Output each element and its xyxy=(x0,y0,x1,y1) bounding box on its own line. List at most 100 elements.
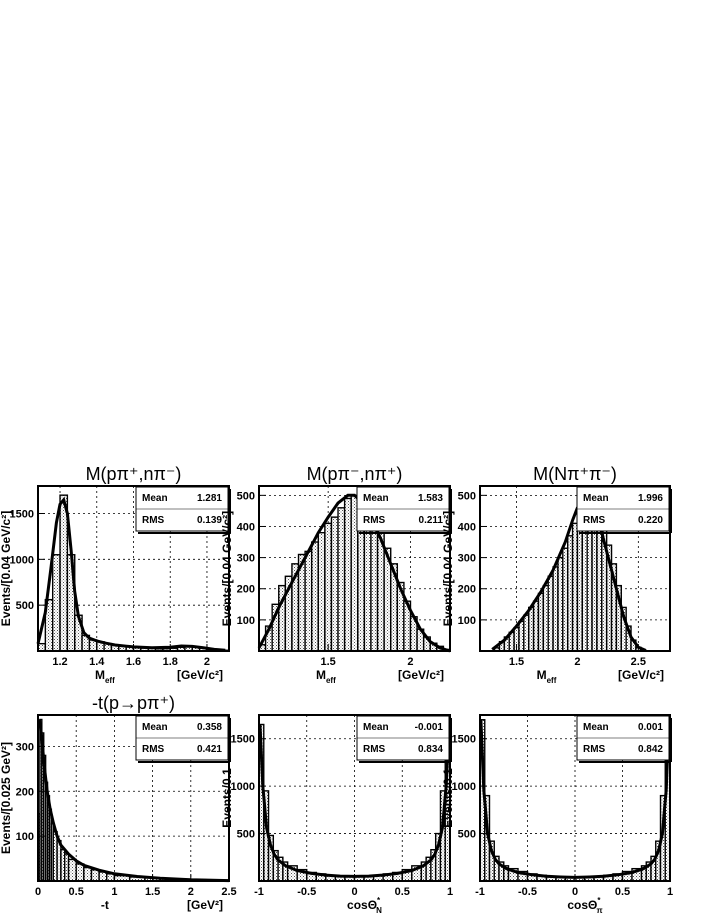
histogram-bar xyxy=(557,556,564,652)
stats-mean-value: 1.281 xyxy=(197,493,222,504)
histogram-bar xyxy=(51,554,61,652)
stats-rms-value: 0.842 xyxy=(638,744,663,755)
panel-title: -t(p→pπ⁺) xyxy=(92,693,175,713)
stats-mean-label: Mean xyxy=(583,722,609,733)
histogram-bar xyxy=(576,510,584,652)
panel-1: 1.2 1.4 1.6 1.8 2 500 1000 1500 M(pπ⁺,nπ⁻) Events… xyxy=(0,464,231,685)
x-axis-unit: [GeV/c²] xyxy=(177,668,223,682)
histogram-bar xyxy=(518,620,525,652)
fit-curve xyxy=(38,719,230,883)
x-tick-label: 2.5 xyxy=(221,886,236,898)
histogram-bar xyxy=(537,592,545,652)
y-tick-label: 1500 xyxy=(452,734,476,746)
fit-curve xyxy=(36,496,226,652)
stats-mean-value: 1.583 xyxy=(418,493,443,504)
x-tick-label: 0.5 xyxy=(69,886,84,898)
plot-frame xyxy=(258,485,451,652)
x-tick-label: 1.5 xyxy=(145,886,160,898)
y-tick-label: 500 xyxy=(237,490,255,502)
histogram-bar xyxy=(317,531,326,652)
histogram-bar xyxy=(337,507,346,652)
y-tick-label: 500 xyxy=(458,829,476,841)
y-tick-label: 500 xyxy=(458,490,476,502)
panel-title: M(Nπ⁺π⁻) xyxy=(533,464,617,484)
x-tick-label: 0 xyxy=(572,886,578,898)
y-tick-label: 500 xyxy=(237,829,255,841)
y-tick-label: 1500 xyxy=(10,509,34,521)
histogram-bar xyxy=(370,519,379,652)
histogram-bar xyxy=(566,535,574,652)
stats-mean-value: 0.358 xyxy=(197,722,222,733)
panel-3: 1.5 2 2.5 100 200 300 400 500 M(Nπ⁺π⁻) Events/[0.… xyxy=(441,464,672,685)
x-tick-label: 2 xyxy=(188,886,194,898)
x-axis-label-main: M xyxy=(95,668,105,682)
y-axis-label: Events/0.1 xyxy=(441,768,455,828)
stats-box: Mean 1.583 RMS 0.211 xyxy=(356,486,452,534)
stats-box: Mean 1.281 RMS 0.139 xyxy=(135,486,231,534)
histogram-bar xyxy=(547,575,554,652)
y-axis-label: Events/0.1 xyxy=(220,768,234,828)
x-tick-label: 2 xyxy=(574,656,580,668)
plot-frame xyxy=(37,714,230,882)
histogram-bar xyxy=(90,869,100,882)
stats-mean-label: Mean xyxy=(363,722,389,733)
y-tick-label: 300 xyxy=(16,741,34,753)
x-axis-label-sup: * xyxy=(377,896,381,905)
x-axis-label-sub: π xyxy=(597,906,603,913)
stats-rms-label: RMS xyxy=(142,515,165,526)
y-tick-label: 200 xyxy=(458,584,476,596)
x-axis-label: cosΘ* π xyxy=(567,896,602,913)
stats-rms-label: RMS xyxy=(363,744,386,755)
x-tick-label: 0 xyxy=(351,886,357,898)
x-axis-label-main: cosΘ xyxy=(567,898,597,912)
x-axis-label-sub: N xyxy=(376,906,382,913)
histogram-bar xyxy=(304,550,313,652)
x-axis-unit: [GeV/c²] xyxy=(398,668,444,682)
histogram-bar xyxy=(343,497,352,652)
histogram-bar xyxy=(75,863,85,882)
x-axis-unit: [GeV/c²] xyxy=(618,668,664,682)
x-axis-label-sub: eff xyxy=(105,676,115,685)
stats-box: Mean 1.996 RMS 0.220 xyxy=(576,486,672,534)
y-tick-label: 1000 xyxy=(231,781,255,793)
histogram-bar xyxy=(59,494,69,652)
x-axis-label-main: -t xyxy=(101,898,109,912)
stats-rms-label: RMS xyxy=(142,744,165,755)
x-tick-label: 2.5 xyxy=(631,656,646,668)
x-tick-label: 2 xyxy=(407,656,413,668)
x-axis-label-sub: eff xyxy=(547,676,557,685)
stats-box: Mean 0.001 RMS 0.842 xyxy=(576,715,672,763)
x-axis-label-main: M xyxy=(316,668,326,682)
x-axis-unit: [GeV²] xyxy=(187,898,223,912)
y-tick-label: 300 xyxy=(237,553,255,565)
stats-rms-value: 0.220 xyxy=(638,515,663,526)
y-axis-label: Events/[0.04 GeV/c²] xyxy=(220,511,234,626)
x-axis-label: Meff xyxy=(537,668,557,685)
histogram-bar xyxy=(562,547,569,652)
x-tick-label: 1 xyxy=(667,886,673,898)
y-axis-label: Events/[0.04 GeV/c²] xyxy=(0,511,13,626)
y-tick-label: 200 xyxy=(237,584,255,596)
histogram-bar xyxy=(376,531,385,652)
y-axis-label: Events/[0.04 GeV/c²] xyxy=(441,511,455,626)
y-tick-label: 200 xyxy=(16,786,34,798)
stats-rms-value: 0.421 xyxy=(197,744,222,755)
x-tick-label: 1.5 xyxy=(509,656,524,668)
y-tick-label: 400 xyxy=(237,521,255,533)
fit-curve xyxy=(257,493,451,653)
stats-mean-value: 1.996 xyxy=(638,493,663,504)
x-tick-label: 1 xyxy=(447,886,453,898)
stats-box: Mean -0.001 RMS 0.834 xyxy=(356,715,452,763)
x-tick-label: 0.5 xyxy=(395,886,410,898)
y-tick-label: 500 xyxy=(16,600,34,612)
stats-rms-value: 0.834 xyxy=(418,744,443,755)
histogram-bar xyxy=(98,871,108,882)
x-tick-label: 1.4 xyxy=(89,656,105,668)
stats-rms-label: RMS xyxy=(583,744,606,755)
histogram-bar xyxy=(552,566,559,652)
y-tick-label: 1000 xyxy=(10,554,34,566)
y-tick-label: 100 xyxy=(237,615,255,627)
